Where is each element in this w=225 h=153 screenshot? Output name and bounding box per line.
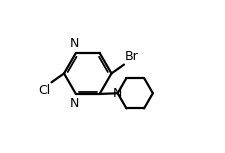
Text: N: N bbox=[70, 37, 79, 50]
Text: Cl: Cl bbox=[38, 84, 50, 97]
Text: N: N bbox=[70, 97, 79, 110]
Text: Br: Br bbox=[124, 50, 138, 63]
Text: N: N bbox=[112, 87, 122, 100]
